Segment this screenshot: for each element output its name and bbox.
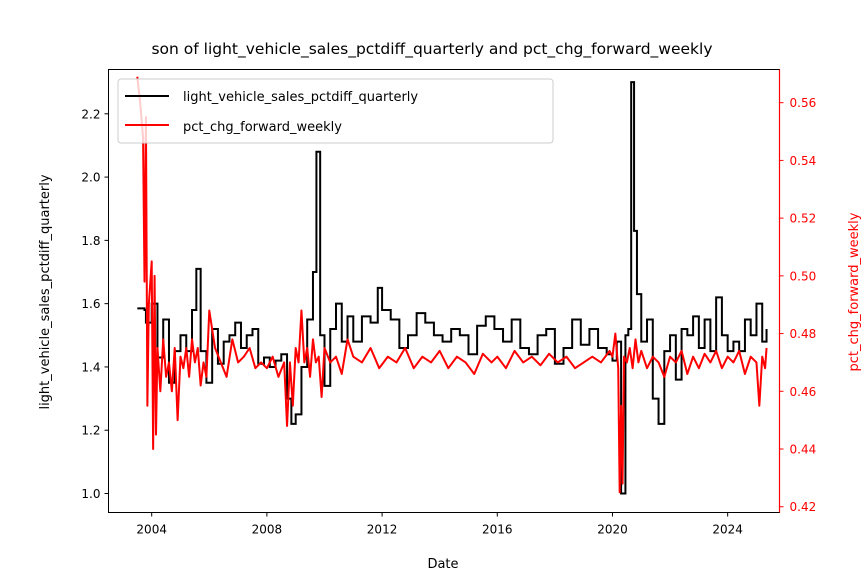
y-tick-label: 1.0: [81, 487, 100, 501]
y-tick-label: 1.8: [81, 234, 100, 248]
series-line-light-vehicle-sales: [137, 81, 768, 495]
x-tick-label: 2004: [136, 523, 167, 537]
x-tick-label: 2008: [252, 523, 283, 537]
legend-label-series2: pct_chg_forward_weekly: [183, 120, 342, 135]
y-tick-label: 2.0: [81, 171, 100, 185]
x-axis-ticks: 2004 2008 2012 2016 2020 2024: [136, 512, 743, 537]
y-axis-ticks: 1.0 1.2 1.4 1.6 1.8 2.0 2.2: [81, 107, 109, 501]
y2-axis-label: pct_chg_forward_weekly: [847, 212, 862, 371]
y2-tick-label: 0.56: [790, 96, 817, 110]
y2-axis-ticks: 0.42 0.44 0.46 0.48 0.50 0.52 0.54 0.56: [779, 96, 817, 514]
y2-tick-label: 0.48: [790, 327, 817, 341]
y2-tick-label: 0.50: [790, 269, 817, 283]
legend: light_vehicle_sales_pctdiff_quarterly pc…: [117, 78, 554, 144]
x-tick-label: 2016: [482, 523, 513, 537]
y2-tick-label: 0.44: [790, 443, 817, 457]
series-layer: [136, 76, 768, 495]
x-tick-label: 2012: [367, 523, 398, 537]
y2-tick-label: 0.42: [790, 500, 817, 514]
y2-tick-label: 0.52: [790, 212, 817, 226]
x-axis-label: Date: [427, 557, 458, 572]
legend-label-series1: light_vehicle_sales_pctdiff_quarterly: [183, 90, 418, 105]
legend-box: [117, 78, 554, 144]
x-tick-label: 2024: [712, 523, 743, 537]
y2-tick-label: 0.46: [790, 385, 817, 399]
series-line-pct-chg-forward-weekly: [136, 76, 768, 494]
y-tick-label: 1.6: [81, 297, 100, 311]
y-axis-label: light_vehicle_sales_pctdiff_quarterly: [38, 174, 53, 409]
y-tick-label: 1.4: [81, 360, 100, 374]
y-tick-label: 1.2: [81, 424, 100, 438]
y2-tick-label: 0.54: [790, 154, 817, 168]
chart-title: son of light_vehicle_sales_pctdiff_quart…: [151, 40, 712, 59]
x-tick-label: 2020: [597, 523, 628, 537]
y-tick-label: 2.2: [81, 107, 100, 121]
